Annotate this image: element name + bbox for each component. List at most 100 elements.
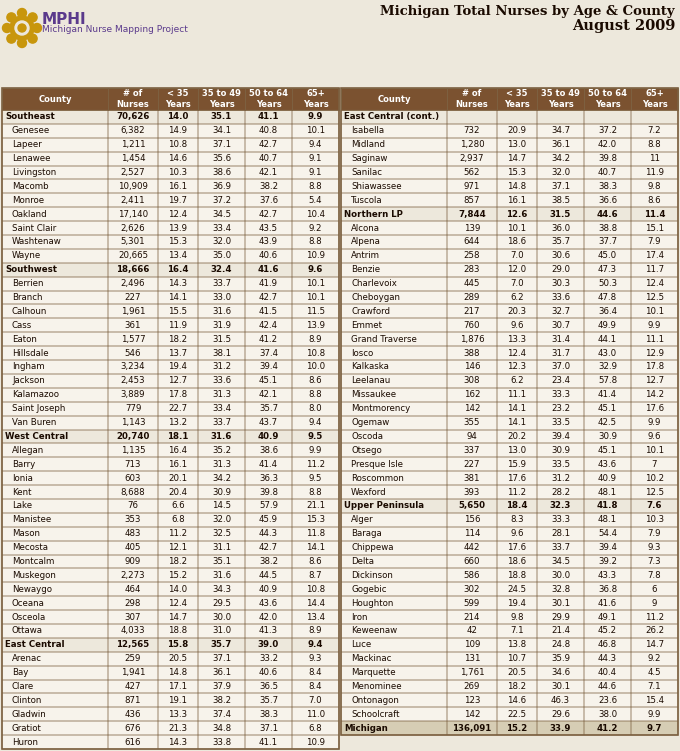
Bar (447, 624, 497, 638)
Bar (341, 526, 678, 541)
Bar (198, 374, 245, 388)
Bar (631, 457, 678, 471)
Text: 41.2: 41.2 (259, 335, 278, 344)
Bar (447, 415, 497, 430)
Bar (158, 610, 198, 624)
Bar (631, 596, 678, 610)
Text: 15.8: 15.8 (167, 641, 188, 650)
Text: 30.3: 30.3 (551, 279, 570, 288)
Bar (292, 374, 339, 388)
Bar (245, 513, 292, 526)
Bar (245, 304, 292, 318)
Bar (108, 193, 158, 207)
Bar (2, 582, 108, 596)
Bar (2, 526, 108, 541)
Bar (245, 249, 292, 263)
Bar (584, 263, 631, 276)
Text: Hillsdale: Hillsdale (12, 348, 49, 357)
Bar (158, 249, 198, 263)
Bar (198, 569, 245, 582)
Text: 43.7: 43.7 (259, 418, 278, 427)
Bar (2, 304, 339, 318)
Bar (2, 735, 339, 749)
Bar (341, 430, 447, 443)
Text: 7.0: 7.0 (510, 279, 524, 288)
Text: Monroe: Monroe (12, 196, 44, 205)
Bar (198, 554, 245, 569)
Text: 8.4: 8.4 (309, 668, 322, 677)
Bar (631, 165, 678, 179)
Bar (2, 652, 339, 665)
Text: 37.1: 37.1 (259, 724, 278, 733)
Bar (108, 735, 158, 749)
Text: 17.8: 17.8 (169, 391, 188, 400)
Bar (198, 304, 245, 318)
Text: 40.7: 40.7 (259, 154, 278, 163)
Text: 29.0: 29.0 (551, 265, 570, 274)
Bar (584, 526, 631, 541)
Text: 29.9: 29.9 (551, 613, 570, 622)
Bar (245, 569, 292, 582)
Bar (108, 652, 158, 665)
Bar (292, 541, 339, 554)
Bar (497, 235, 537, 249)
Bar (198, 124, 245, 137)
Bar (2, 415, 108, 430)
Text: Charlevoix: Charlevoix (351, 279, 397, 288)
Bar (292, 193, 339, 207)
Text: 43.3: 43.3 (598, 571, 617, 580)
Bar (447, 596, 497, 610)
Bar (108, 471, 158, 485)
Text: 38.6: 38.6 (259, 446, 278, 455)
Text: 38.2: 38.2 (212, 696, 231, 705)
Bar (158, 569, 198, 582)
Text: 9.9: 9.9 (308, 113, 323, 122)
Text: 41.4: 41.4 (259, 460, 278, 469)
Text: 35.1: 35.1 (212, 557, 231, 566)
Bar (2, 165, 108, 179)
Bar (2, 707, 339, 721)
Text: 9.6: 9.6 (648, 432, 661, 441)
Text: 7.1: 7.1 (510, 626, 524, 635)
Circle shape (18, 38, 27, 47)
Text: 8.4: 8.4 (309, 682, 322, 691)
Text: 1,211: 1,211 (120, 140, 146, 149)
Bar (537, 88, 584, 110)
Bar (497, 680, 537, 693)
Bar (245, 499, 292, 513)
Bar (631, 291, 678, 304)
Bar (245, 124, 292, 137)
Bar (537, 443, 584, 457)
Bar (158, 471, 198, 485)
Text: Southeast: Southeast (5, 113, 55, 122)
Bar (584, 541, 631, 554)
Text: 11: 11 (649, 154, 660, 163)
Bar (537, 721, 584, 735)
Bar (341, 430, 678, 443)
Bar (631, 207, 678, 221)
Text: 45.1: 45.1 (259, 376, 278, 385)
Bar (108, 554, 158, 569)
Text: 9.7: 9.7 (647, 724, 662, 733)
Text: 20.9: 20.9 (507, 126, 526, 135)
Bar (292, 221, 339, 235)
Text: 44.1: 44.1 (598, 335, 617, 344)
Bar (198, 276, 245, 291)
Text: 302: 302 (464, 585, 480, 594)
Bar (584, 596, 631, 610)
Text: 19.4: 19.4 (507, 599, 526, 608)
Text: 33.7: 33.7 (212, 279, 231, 288)
Text: Midland: Midland (351, 140, 385, 149)
Bar (497, 318, 537, 332)
Bar (245, 693, 292, 707)
Text: 32.0: 32.0 (551, 168, 570, 177)
Bar (341, 137, 447, 152)
Bar (341, 165, 447, 179)
Bar (108, 88, 158, 110)
Text: 9.9: 9.9 (648, 418, 661, 427)
Bar (584, 569, 631, 582)
Bar (341, 415, 447, 430)
Bar (584, 276, 631, 291)
Bar (447, 207, 497, 221)
Text: 7.6: 7.6 (647, 502, 662, 511)
